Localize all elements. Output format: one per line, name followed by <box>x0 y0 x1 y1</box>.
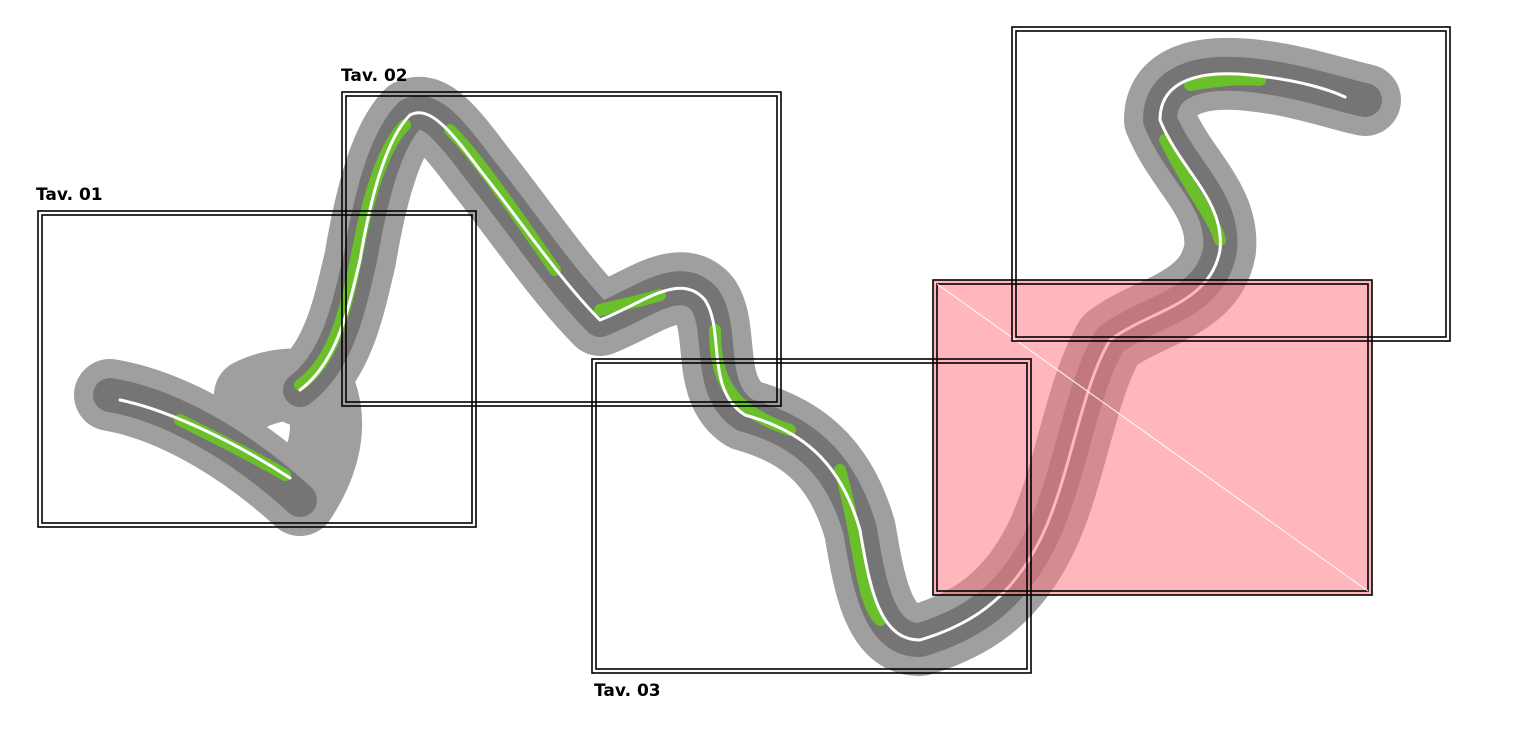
diagonal <box>936 283 1369 592</box>
sheet-label: Tav. 03 <box>594 681 661 701</box>
frame-inner <box>41 214 473 524</box>
frame-inner <box>1015 30 1447 338</box>
frame-outer <box>1011 26 1451 342</box>
corridor <box>74 37 1401 676</box>
frame-outer <box>932 279 1373 596</box>
sheet-label: Tav. 01 <box>36 185 103 205</box>
frame-inner <box>595 362 1028 670</box>
frame-outer <box>341 91 782 407</box>
green-verge <box>174 73 1266 626</box>
frame-inner <box>345 95 778 403</box>
highlighted-sheet <box>932 279 1373 596</box>
road <box>118 72 1347 642</box>
frame-inner <box>936 283 1369 592</box>
sheet-label: Tav. 02 <box>341 66 408 86</box>
sheet-frames <box>37 26 1451 674</box>
frame-outer <box>591 358 1032 674</box>
frame-outer <box>37 210 477 528</box>
